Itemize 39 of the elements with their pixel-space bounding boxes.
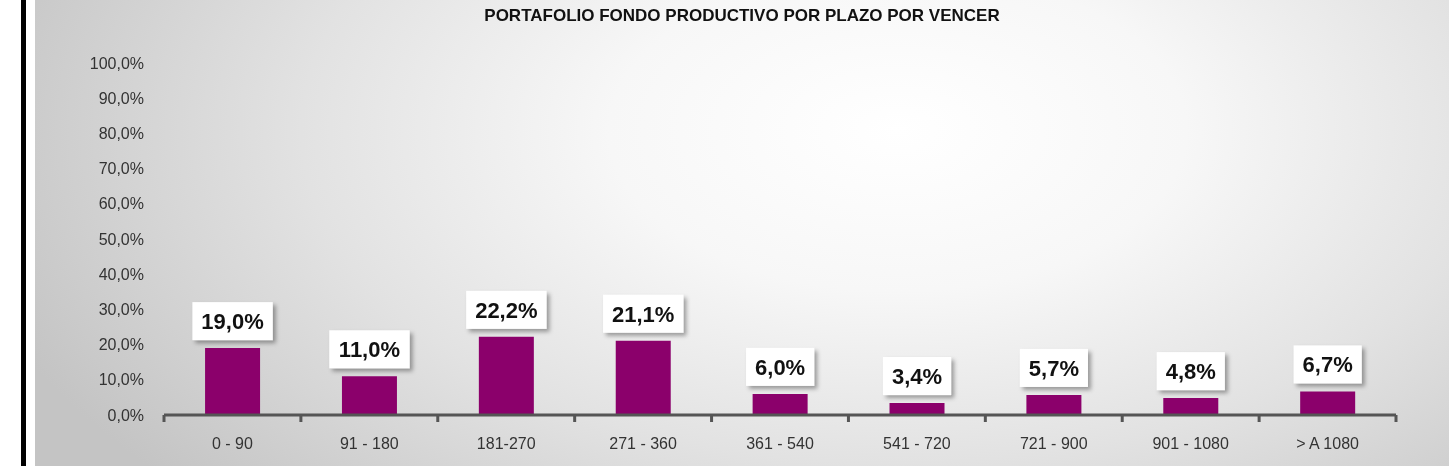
y-tick-label: 100,0% bbox=[89, 54, 144, 72]
x-tick-label: 181-270 bbox=[476, 435, 536, 452]
x-tick-label: 361 - 540 bbox=[746, 435, 814, 452]
data-label: 22,2% bbox=[475, 297, 538, 323]
bar bbox=[341, 376, 397, 415]
bar bbox=[1300, 391, 1356, 415]
y-tick-label: 70,0% bbox=[98, 160, 144, 178]
data-label: 6,0% bbox=[755, 354, 806, 380]
y-tick-label: 90,0% bbox=[98, 89, 144, 107]
y-tick-label: 60,0% bbox=[98, 195, 144, 213]
bar bbox=[889, 403, 945, 415]
y-tick-label: 30,0% bbox=[98, 301, 144, 319]
data-label: 19,0% bbox=[201, 309, 264, 335]
y-tick-label: 0,0% bbox=[107, 406, 144, 424]
y-tick-label: 10,0% bbox=[98, 371, 144, 389]
x-tick-label: 721 - 900 bbox=[1019, 435, 1088, 452]
x-tick-label: 0 - 90 bbox=[211, 435, 253, 452]
y-tick-label: 40,0% bbox=[98, 265, 144, 283]
bar bbox=[752, 393, 808, 415]
x-tick-label: 901 - 1080 bbox=[1152, 435, 1230, 452]
data-label: 21,1% bbox=[612, 301, 675, 327]
x-tick-label: > A 1080 bbox=[1296, 435, 1360, 452]
bar bbox=[1026, 394, 1082, 415]
y-tick-label: 80,0% bbox=[98, 125, 144, 143]
bar bbox=[1163, 398, 1219, 415]
y-tick-label: 50,0% bbox=[98, 230, 144, 248]
bar bbox=[205, 348, 261, 415]
x-tick-label: 91 - 180 bbox=[339, 435, 399, 452]
x-tick-label: 541 - 720 bbox=[883, 435, 951, 452]
data-label: 6,7% bbox=[1302, 352, 1353, 378]
x-tick-label: 271 - 360 bbox=[609, 435, 678, 452]
data-label: 4,8% bbox=[1165, 359, 1216, 385]
bar bbox=[615, 340, 671, 415]
data-label: 3,4% bbox=[891, 364, 943, 390]
chart-title: PORTAFOLIO FONDO PRODUCTIVO POR PLAZO POR VENCER bbox=[483, 5, 1001, 27]
bar bbox=[478, 336, 534, 415]
data-label: 11,0% bbox=[338, 337, 401, 363]
y-tick-label: 20,0% bbox=[98, 336, 144, 354]
data-label: 5,7% bbox=[1028, 355, 1079, 381]
